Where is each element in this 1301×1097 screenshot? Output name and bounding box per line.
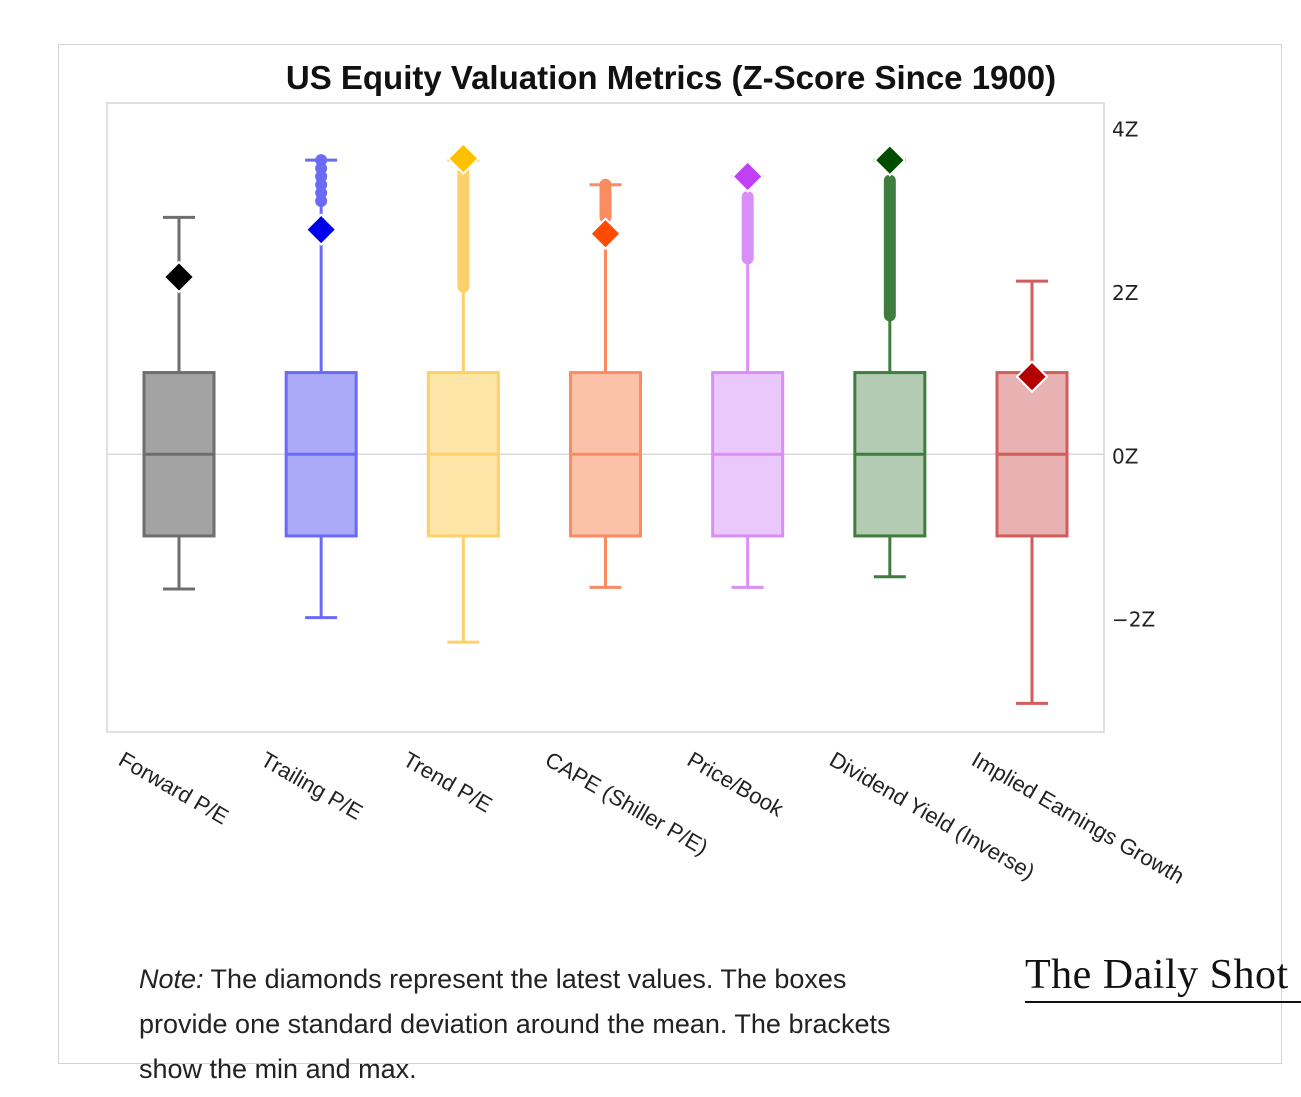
box-plot-chart: US Equity Valuation Metrics (Z-Score Sin… (106, 59, 1189, 889)
y-tick-label: 2Z (1112, 281, 1138, 305)
y-tick-label: 4Z (1112, 118, 1138, 142)
category-label-trailing-p-e: Trailing P/E (257, 747, 367, 825)
latest-diamond-trend-p-e (446, 142, 480, 175)
category-label-trend-p-e: Trend P/E (399, 747, 497, 818)
note-text: The diamonds represent the latest values… (139, 964, 891, 1084)
plot-frame (106, 102, 1105, 733)
latest-diamond-implied-earnings-growth (1015, 360, 1049, 394)
chart-note: Note: The diamonds represent the latest … (139, 957, 899, 1092)
y-tick-label: 0Z (1112, 444, 1138, 468)
latest-diamond-cape-shiller-p-e (589, 217, 622, 251)
chart-title: US Equity Valuation Metrics (Z-Score Sin… (286, 59, 1056, 96)
brand-underline (1025, 1001, 1301, 1003)
note-label: Note: (139, 964, 204, 994)
brand-logo: The Daily Shot (1025, 952, 1289, 998)
latest-diamond-dividend-yield-inverse (873, 143, 907, 177)
y-tick-label: −2Z (1112, 608, 1155, 632)
latest-diamond-forward-p-e (162, 260, 196, 294)
latest-diamond-price-book (731, 160, 765, 193)
category-label-price-book: Price/Book (683, 747, 788, 822)
latest-diamond-trailing-p-e (304, 213, 338, 247)
outlier-point-trailing-p-e (315, 154, 328, 167)
category-label-forward-p-e: Forward P/E (115, 747, 233, 830)
chart-card: US Equity Valuation Metrics (Z-Score Sin… (58, 44, 1301, 1084)
